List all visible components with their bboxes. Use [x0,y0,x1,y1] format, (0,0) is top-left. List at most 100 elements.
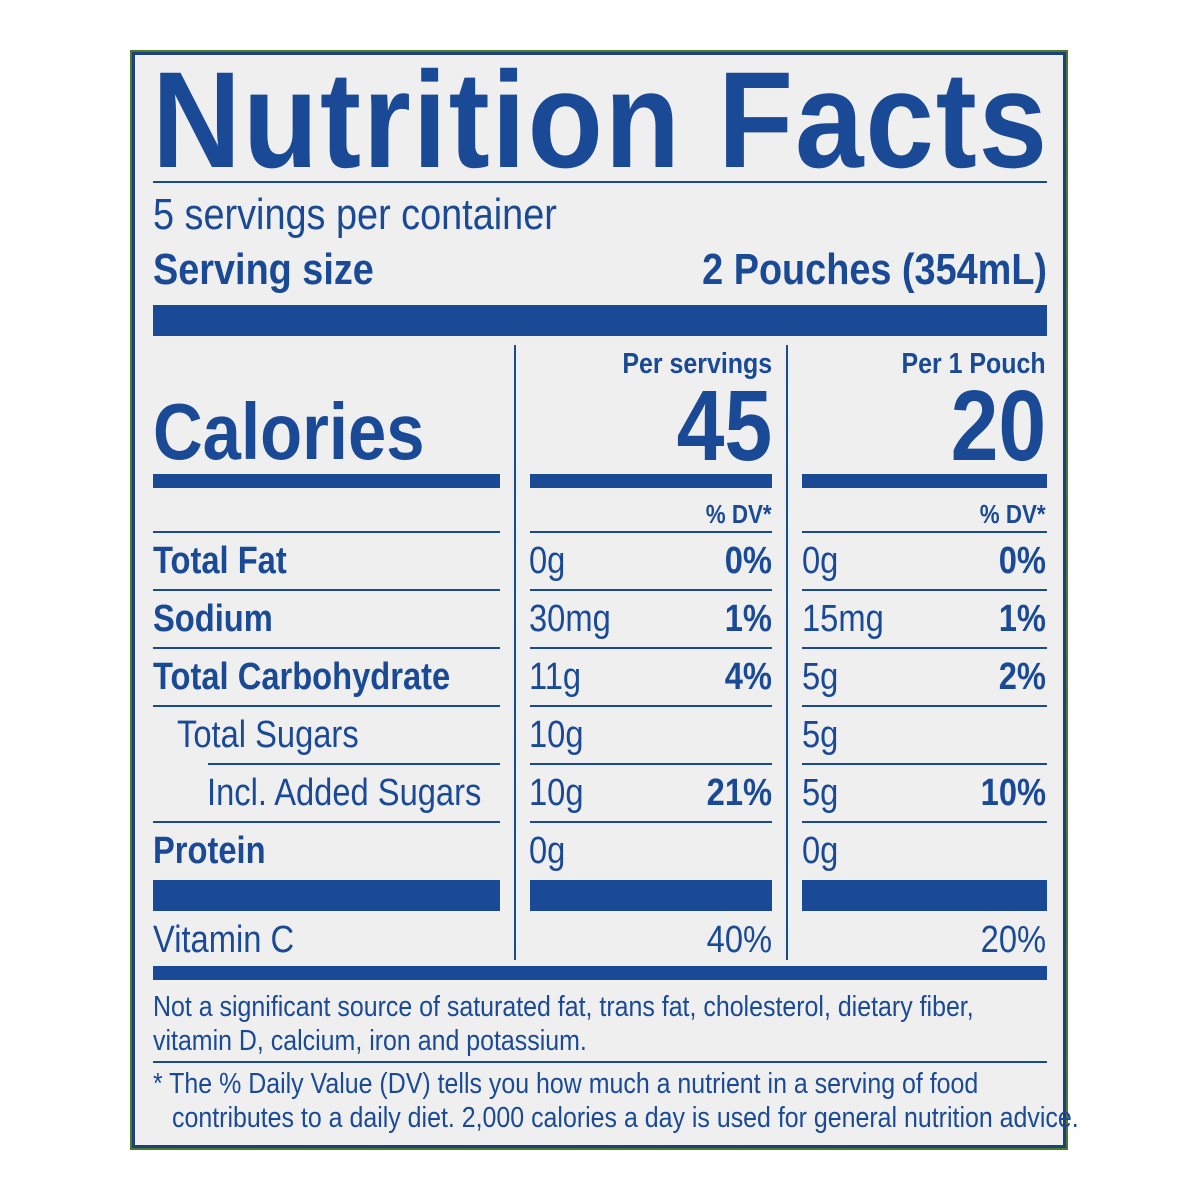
dv-label-2-text: % DV* [980,499,1046,529]
nutrient-label-text: Sodium [153,598,273,640]
nutrient-amount-serving: 10g [529,764,592,822]
row-rule-right [802,821,1047,823]
row-rule-mid [530,589,772,591]
serving-size-label-text: Serving size [153,245,374,294]
nutrient-dv-pouch: 1% [991,590,1046,648]
vitamin-rule-mid [530,880,772,911]
nutrient-label-text: Protein [153,830,266,872]
calories-label: Calories [153,390,469,474]
nutrient-label: Protein [153,822,284,880]
nutrient-amount-pouch-text: 5g [802,656,839,698]
vitamin-c-dv-1: 40% [696,911,772,969]
nutrient-dv-serving: 1% [717,590,772,648]
footnote-significant: Not a significant source of saturated fa… [153,990,1107,1058]
nutrient-amount-serving-text: 11g [529,656,582,698]
row-rule-mid [530,821,772,823]
footnote-daily-value: * The % Daily Value (DV) tells you how m… [153,1067,1200,1135]
nutrient-dv-pouch: 0% [991,532,1046,590]
nutrient-amount-pouch-text: 15mg [802,598,884,640]
dv-header-rule [530,531,772,533]
nutrient-dv-serving-text: 21% [706,772,772,814]
calories-rule-left [153,474,500,488]
nutrient-label: Sodium [153,590,292,648]
label-title: Nutrition Facts [152,52,1149,189]
row-rule-left [153,647,500,649]
vitamin-c-dv-2-text: 20% [980,919,1046,961]
nutrient-dv-pouch-text: 10% [980,772,1046,814]
nutrient-amount-pouch: 0g [802,532,844,590]
row-rule-mid [530,647,772,649]
vitamin-c-label-text: Vitamin C [153,919,295,961]
nutrient-amount-serving: 30mg [529,590,624,648]
dv-header-rule [153,531,500,533]
nutrient-dv-pouch-text: 2% [998,656,1046,698]
row-rule-right [802,589,1047,591]
dv-label-2: % DV* [969,498,1046,530]
nutrient-label: Total Fat [153,532,309,590]
nutrient-amount-serving-text: 10g [529,772,584,814]
nutrient-dv-pouch-text: 1% [998,598,1046,640]
nutrient-amount-pouch-text: 5g [802,772,839,814]
serving-size-value: 2 Pouches (354mL) [646,245,1047,295]
nutrient-amount-serving-text: 10g [529,714,584,756]
calories-rule-right [802,474,1047,488]
calories-value-1-text: 45 [676,370,772,482]
vitamin-c-dv-2: 20% [970,911,1046,969]
nutrient-amount-pouch-text: 5g [802,714,839,756]
row-rule-left [153,821,500,823]
nutrient-dv-serving-text: 4% [724,656,772,698]
serving-size-value-text: 2 Pouches (354mL) [702,245,1047,294]
vitamin-c-label: Vitamin C [153,911,317,969]
nutrient-dv-serving-text: 1% [724,598,772,640]
nutrient-dv-serving: 0% [717,532,772,590]
nutrient-label: Incl. Added Sugars [207,764,526,822]
vitamin-rule-right [802,880,1047,911]
vitamin-c-dv-1-text: 40% [706,919,772,961]
nutrient-dv-pouch-text: 0% [998,540,1046,582]
footnote-2-line-1: * The % Daily Value (DV) tells you how m… [153,1068,979,1100]
nutrient-amount-serving: 10g [529,706,592,764]
column-header-1: Per servings [598,347,772,381]
calories-value-2-text: 20 [950,370,1046,482]
nutrition-facts-panel [130,50,1068,1150]
column-header-2: Per 1 Pouch [878,347,1046,381]
calories-rule-mid [530,474,772,488]
nutrient-label-text: Incl. Added Sugars [207,772,482,814]
calories-value-1: 45 [661,376,772,476]
serving-size-label: Serving size [153,245,410,295]
nutrient-label-text: Total Carbohydrate [153,656,451,698]
nutrient-amount-serving-text: 0g [529,540,566,582]
nutrient-dv-serving-text: 0% [724,540,772,582]
nutrient-amount-pouch-text: 0g [802,830,839,872]
nutrient-amount-pouch-text: 0g [802,540,839,582]
nutrient-amount-pouch: 15mg [802,590,897,648]
nutrient-dv-pouch: 2% [991,648,1046,706]
title-rule [153,181,1047,183]
nutrient-dv-serving: 4% [717,648,772,706]
nutrient-label-text: Total Sugars [177,714,359,756]
footnote-1-line-1: Not a significant source of saturated fa… [153,991,974,1023]
servings-text: 5 servings per container [153,190,557,239]
column-divider-1 [514,345,516,960]
servings-per-container: 5 servings per container [153,190,623,240]
dv-label-1-text: % DV* [706,499,772,529]
column-divider-2 [786,345,788,960]
thick-rule-top [153,305,1047,336]
nutrient-amount-serving: 0g [529,822,571,880]
row-rule-right [802,705,1047,707]
nutrient-amount-pouch: 5g [802,706,844,764]
row-rule-left [153,589,500,591]
title-text: Nutrition Facts [152,44,1049,197]
nutrient-dv-serving: 21% [696,764,772,822]
footnote-2-line-2: contributes to a daily diet. 2,000 calor… [172,1102,1079,1134]
row-rule-mid [530,763,772,765]
nutrient-label: Total Sugars [177,706,388,764]
nutrient-amount-serving-text: 0g [529,830,566,872]
row-rule-mid [530,705,772,707]
calories-label-text: Calories [153,387,425,476]
row-rule-right [802,647,1047,649]
nutrient-amount-serving-text: 30mg [529,598,611,640]
nutrient-amount-serving: 11g [529,648,590,706]
footnote-rule [153,1061,1047,1063]
dv-label-1: % DV* [695,498,772,530]
